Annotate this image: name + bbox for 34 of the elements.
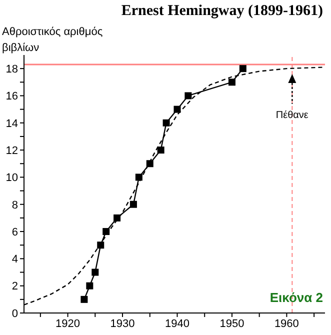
- annotation: Εικόνα 2: [270, 290, 323, 305]
- chart-title: Ernest Hemingway (1899-1961): [121, 3, 323, 20]
- point: [130, 200, 137, 208]
- x-tick-label: 1940: [164, 318, 190, 330]
- y-tick-label: 16: [6, 90, 18, 103]
- y-tick-label: 12: [6, 144, 18, 157]
- point: [114, 214, 121, 222]
- ref-line-label: Πέθανε: [276, 110, 309, 121]
- point: [228, 78, 236, 86]
- x-tick-label: 1960: [274, 318, 299, 330]
- point: [162, 119, 170, 126]
- x-tick-label: 1930: [110, 318, 135, 330]
- point: [80, 296, 88, 303]
- point: [97, 242, 104, 249]
- y-tick-label: 14: [6, 118, 18, 130]
- y-tick-label: 4: [12, 254, 18, 266]
- point: [86, 282, 94, 290]
- point: [239, 65, 246, 72]
- point: [102, 228, 110, 236]
- y-tick-label: 2: [12, 280, 18, 293]
- x-tick-label: 1920: [56, 318, 80, 330]
- point: [146, 160, 154, 168]
- x-tick-label: 1950: [220, 318, 244, 330]
- y-axis-title: Αθροιστικός αριθμός βιβλίων: [2, 25, 104, 56]
- point: [92, 268, 99, 276]
- point: [184, 92, 192, 100]
- point: [174, 106, 181, 113]
- point: [135, 174, 142, 181]
- y-tick-label: 10: [6, 172, 18, 184]
- y-tick-label: 8: [12, 199, 18, 212]
- y-tick-label: 6: [12, 226, 18, 238]
- y-tick-label: 0: [12, 308, 18, 320]
- point: [157, 146, 164, 154]
- y-tick-label: 18: [6, 63, 18, 76]
